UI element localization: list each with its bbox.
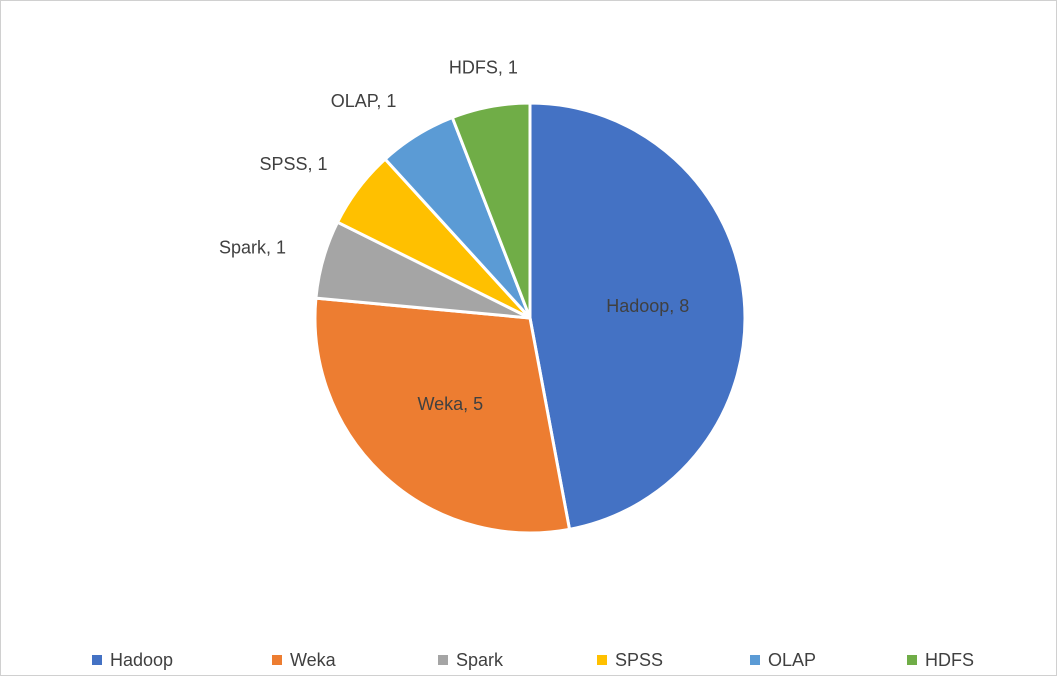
data-label: Spark, 1: [219, 237, 286, 257]
data-label: OLAP, 1: [331, 91, 397, 111]
legend-label: Spark: [456, 650, 504, 670]
legend-swatch: [597, 655, 607, 665]
legend-label: Hadoop: [110, 650, 173, 670]
data-label: HDFS, 1: [449, 57, 518, 77]
legend-swatch: [272, 655, 282, 665]
data-label: Hadoop, 8: [606, 296, 689, 316]
data-label: SPSS, 1: [259, 154, 327, 174]
pie-slice: [313, 296, 572, 535]
legend-label: Weka: [290, 650, 337, 670]
legend-label: OLAP: [768, 650, 816, 670]
legend-swatch: [438, 655, 448, 665]
legend-swatch: [750, 655, 760, 665]
legend-label: HDFS: [925, 650, 974, 670]
legend-label: SPSS: [615, 650, 663, 670]
pie-slice: [528, 101, 747, 532]
pie-slice: [450, 101, 532, 319]
legend-swatch: [907, 655, 917, 665]
legend-swatch: [92, 655, 102, 665]
data-label: Weka, 5: [417, 394, 483, 414]
